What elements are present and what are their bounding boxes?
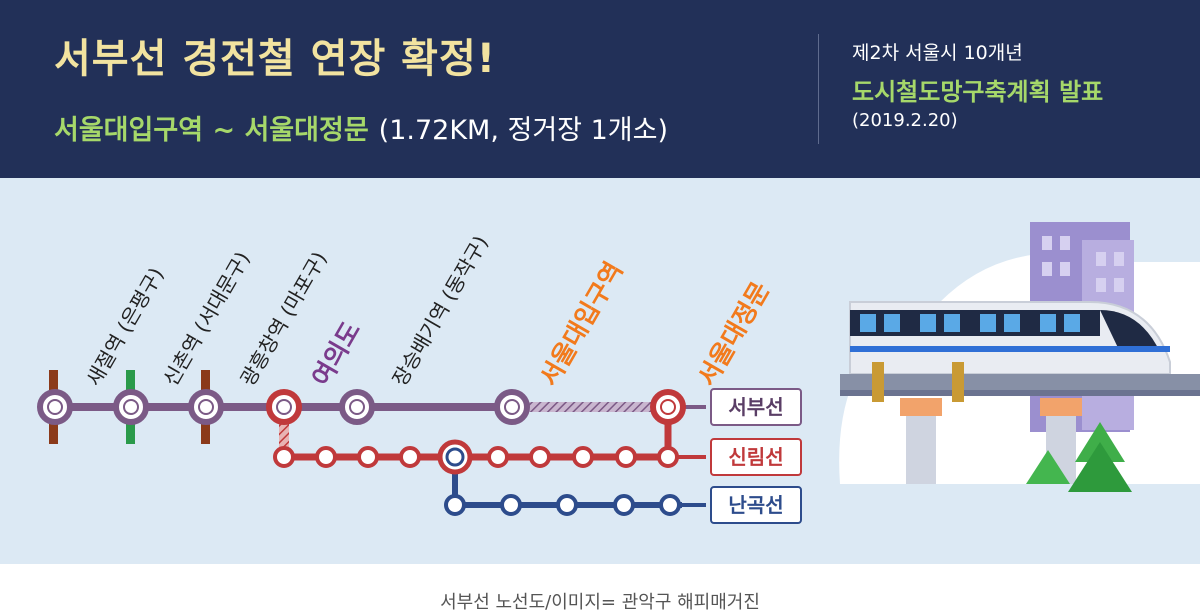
tree-large-bottom	[1068, 442, 1132, 492]
train-windows	[860, 314, 1080, 332]
sillim-connector-hatch	[279, 407, 289, 457]
station-seoul-univ-entrance	[494, 389, 530, 425]
plan-title-top: 제2차 서울시 10개년	[852, 42, 1023, 64]
train-cab-window	[1100, 310, 1160, 352]
subtitle: 서울대입구역 ~ 서울대정문 (1.72KM, 정거장 1개소)	[54, 108, 668, 147]
sillim-stops	[273, 446, 679, 468]
viaduct-beam	[840, 390, 1200, 396]
header-banner: 서부선 경전철 연장 확정! 서울대입구역 ~ 서울대정문 (1.72KM, 정거…	[0, 0, 1200, 178]
viaduct-deck	[840, 374, 1200, 390]
station-yeouido	[266, 389, 302, 425]
station-gwangheungchang	[188, 389, 224, 425]
pillar-cap-right	[1040, 398, 1082, 416]
plan-date: (2019.2.20)	[852, 110, 958, 131]
image-caption: 서부선 노선도/이미지= 관악구 해피매거진	[440, 592, 760, 613]
building-windows	[1042, 236, 1124, 292]
line-badge-sillim: 신림선	[710, 438, 802, 476]
pillar-cap-left	[900, 398, 942, 416]
header-divider	[818, 34, 819, 144]
subtitle-detail: (1.72KM, 정거장 1개소)	[378, 115, 668, 146]
station-transfer-sillim-nangok	[437, 439, 473, 475]
headline: 서부선 경전철 연장 확정!	[54, 36, 497, 82]
route-map-lines	[37, 370, 706, 516]
subtitle-route: 서울대입구역 ~ 서울대정문	[54, 115, 369, 146]
station-jangseungbaegi	[339, 389, 375, 425]
station-saejeol	[37, 389, 73, 425]
train-stripe	[850, 346, 1170, 352]
line-badge-seobu: 서부선	[710, 388, 802, 426]
plan-title-main: 도시철도망구축계획 발표	[852, 78, 1104, 106]
station-seoul-univ-gate	[650, 389, 686, 425]
tree-small	[1026, 450, 1070, 484]
nangok-stops	[444, 494, 681, 516]
lamp-right	[952, 362, 964, 402]
seobu-extension	[512, 402, 668, 412]
station-sinchon	[113, 389, 149, 425]
line-badge-nangok: 난곡선	[710, 486, 802, 524]
lamp-left	[872, 362, 884, 402]
train-illustration	[839, 222, 1200, 492]
